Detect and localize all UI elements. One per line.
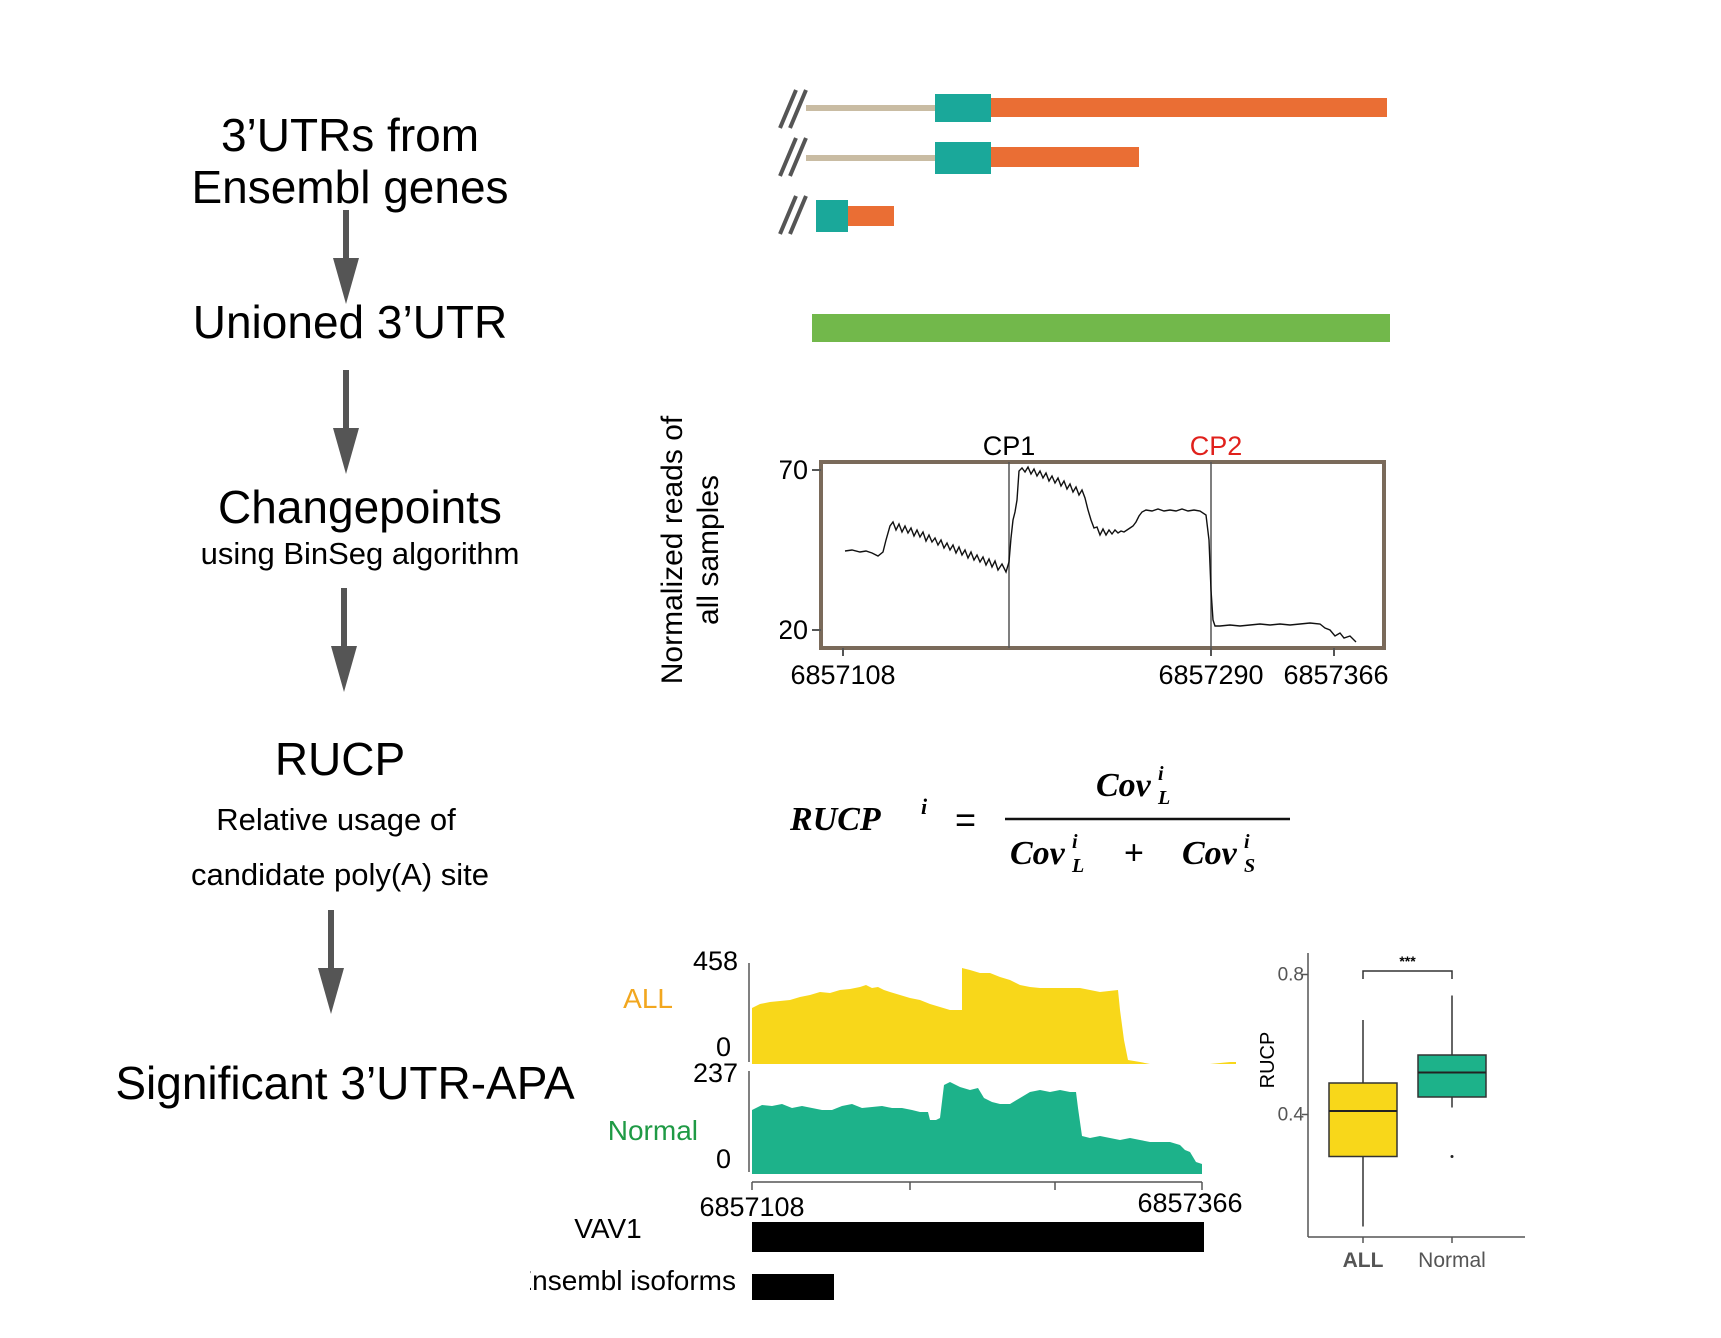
significance-stars: *** bbox=[1399, 953, 1416, 969]
formula-plus: + bbox=[1124, 834, 1144, 872]
utr-block bbox=[991, 147, 1139, 167]
formula-den-sup2: i bbox=[1244, 831, 1250, 853]
cds-block bbox=[816, 200, 848, 232]
coverage-plot: CP1 CP2 70 20 6857108 6857290 6857366 bbox=[780, 431, 1389, 690]
step-changepoints-subtitle: using BinSeg algorithm bbox=[200, 536, 520, 571]
track-all-area bbox=[752, 968, 1236, 1064]
plot-frame bbox=[819, 460, 1386, 650]
ytick-70: 70 bbox=[780, 455, 808, 485]
formula-den-sup1: i bbox=[1072, 831, 1078, 853]
cds-block bbox=[935, 94, 991, 122]
unioned-utr-bar bbox=[812, 314, 1390, 342]
transcript-short bbox=[778, 195, 894, 235]
step-utrs-line2: Ensembl genes bbox=[191, 160, 509, 213]
arrow-down-3 bbox=[331, 588, 357, 692]
step-utrs-title: 3’UTRs from Ensembl genes bbox=[150, 109, 550, 213]
formula-den-term2: Cov bbox=[1182, 835, 1238, 872]
step-rucp-subtitle-line1: Relative usage of bbox=[216, 802, 456, 837]
box-xtick-all: ALL bbox=[1343, 1249, 1384, 1272]
break-mark-icon bbox=[778, 195, 798, 235]
utr-block bbox=[991, 98, 1387, 117]
box-outlier-normal bbox=[1450, 1155, 1454, 1158]
coverage-line bbox=[844, 465, 1357, 643]
rucp-boxplot: RUCP 0.8 0.4 *** ALL Normal bbox=[1257, 953, 1525, 1272]
formula-den-sub1: L bbox=[1071, 855, 1084, 877]
gene-label: VAV1 bbox=[574, 1213, 641, 1244]
significance-bracket bbox=[1362, 970, 1453, 979]
cds-block bbox=[935, 142, 991, 174]
xtick-end: 6857366 bbox=[1283, 660, 1388, 690]
step-rucp-subtitle-line2: candidate poly(A) site bbox=[190, 857, 490, 892]
track-all-max: 458 bbox=[693, 946, 738, 976]
formula-lhs: RUCP bbox=[789, 801, 881, 838]
arrow-down-1 bbox=[333, 210, 359, 304]
coverage-ylabel-line1: Normalized reads of bbox=[656, 415, 689, 685]
formula-den-sub2: S bbox=[1244, 855, 1255, 877]
isoforms-label: Ensembl isoforms bbox=[530, 1265, 736, 1296]
rucp-formula: RUCP i = Cov i L Cov i L + Cov i S bbox=[789, 763, 1290, 877]
arrow-down-4 bbox=[318, 910, 344, 1014]
step-apa-title: Significant 3’UTR-APA bbox=[115, 1057, 575, 1109]
track-normal-area bbox=[752, 1082, 1202, 1174]
flow-arrows bbox=[318, 210, 359, 1014]
box-ytick-0.8: 0.8 bbox=[1278, 965, 1304, 986]
coverage-ylabel-line2: all samples bbox=[692, 474, 725, 626]
ytick-20: 20 bbox=[780, 615, 808, 645]
box-ytick-0.4: 0.4 bbox=[1278, 1105, 1305, 1126]
transcript-models bbox=[778, 89, 1390, 342]
xtick-start: 6857108 bbox=[790, 660, 895, 690]
track-x-start: 6857108 bbox=[699, 1192, 804, 1222]
transcript-medium bbox=[778, 137, 1139, 177]
utr-block bbox=[848, 206, 894, 226]
cp2-label: CP2 bbox=[1190, 431, 1243, 461]
coverage-ylabel: Normalized reads of all samples bbox=[655, 385, 727, 715]
track-normal-max: 237 bbox=[693, 1058, 738, 1088]
track-all-label: ALL bbox=[623, 983, 673, 1014]
formula-numerator: Cov bbox=[1096, 767, 1152, 804]
isoform-bar bbox=[752, 1274, 834, 1300]
track-normal-min: 0 bbox=[716, 1144, 731, 1174]
box-normal bbox=[1417, 1054, 1487, 1098]
step-rucp-title: RUCP bbox=[274, 733, 406, 785]
formula-equals: = bbox=[955, 799, 976, 840]
box-xtick-normal: Normal bbox=[1418, 1249, 1486, 1272]
box-all bbox=[1328, 1082, 1398, 1158]
break-mark-icon bbox=[778, 89, 798, 129]
step-changepoints-title: Changepoints bbox=[218, 481, 502, 533]
coverage-tracks: ALL 458 0 Normal 237 0 6857108 6857366 V… bbox=[530, 946, 1243, 1300]
gene-model-bar bbox=[752, 1222, 1204, 1252]
formula-den-term1: Cov bbox=[1010, 835, 1066, 872]
formula-num-sup: i bbox=[1158, 763, 1164, 785]
track-all-min: 0 bbox=[716, 1032, 731, 1062]
formula-num-sub: L bbox=[1157, 787, 1170, 809]
track-x-end: 6857366 bbox=[1137, 1188, 1242, 1218]
formula-lhs-sup: i bbox=[921, 794, 928, 819]
track-normal-label: Normal bbox=[608, 1115, 698, 1146]
transcript-long bbox=[778, 89, 1387, 129]
xtick-cp2: 6857290 bbox=[1158, 660, 1263, 690]
step-unioned-title: Unioned 3’UTR bbox=[192, 296, 508, 348]
arrow-down-2 bbox=[333, 370, 359, 474]
cp1-label: CP1 bbox=[983, 431, 1036, 461]
break-mark-icon bbox=[778, 137, 798, 177]
box-ylabel: RUCP bbox=[1257, 1032, 1279, 1089]
step-utrs-line1: 3’UTRs from bbox=[220, 109, 480, 161]
